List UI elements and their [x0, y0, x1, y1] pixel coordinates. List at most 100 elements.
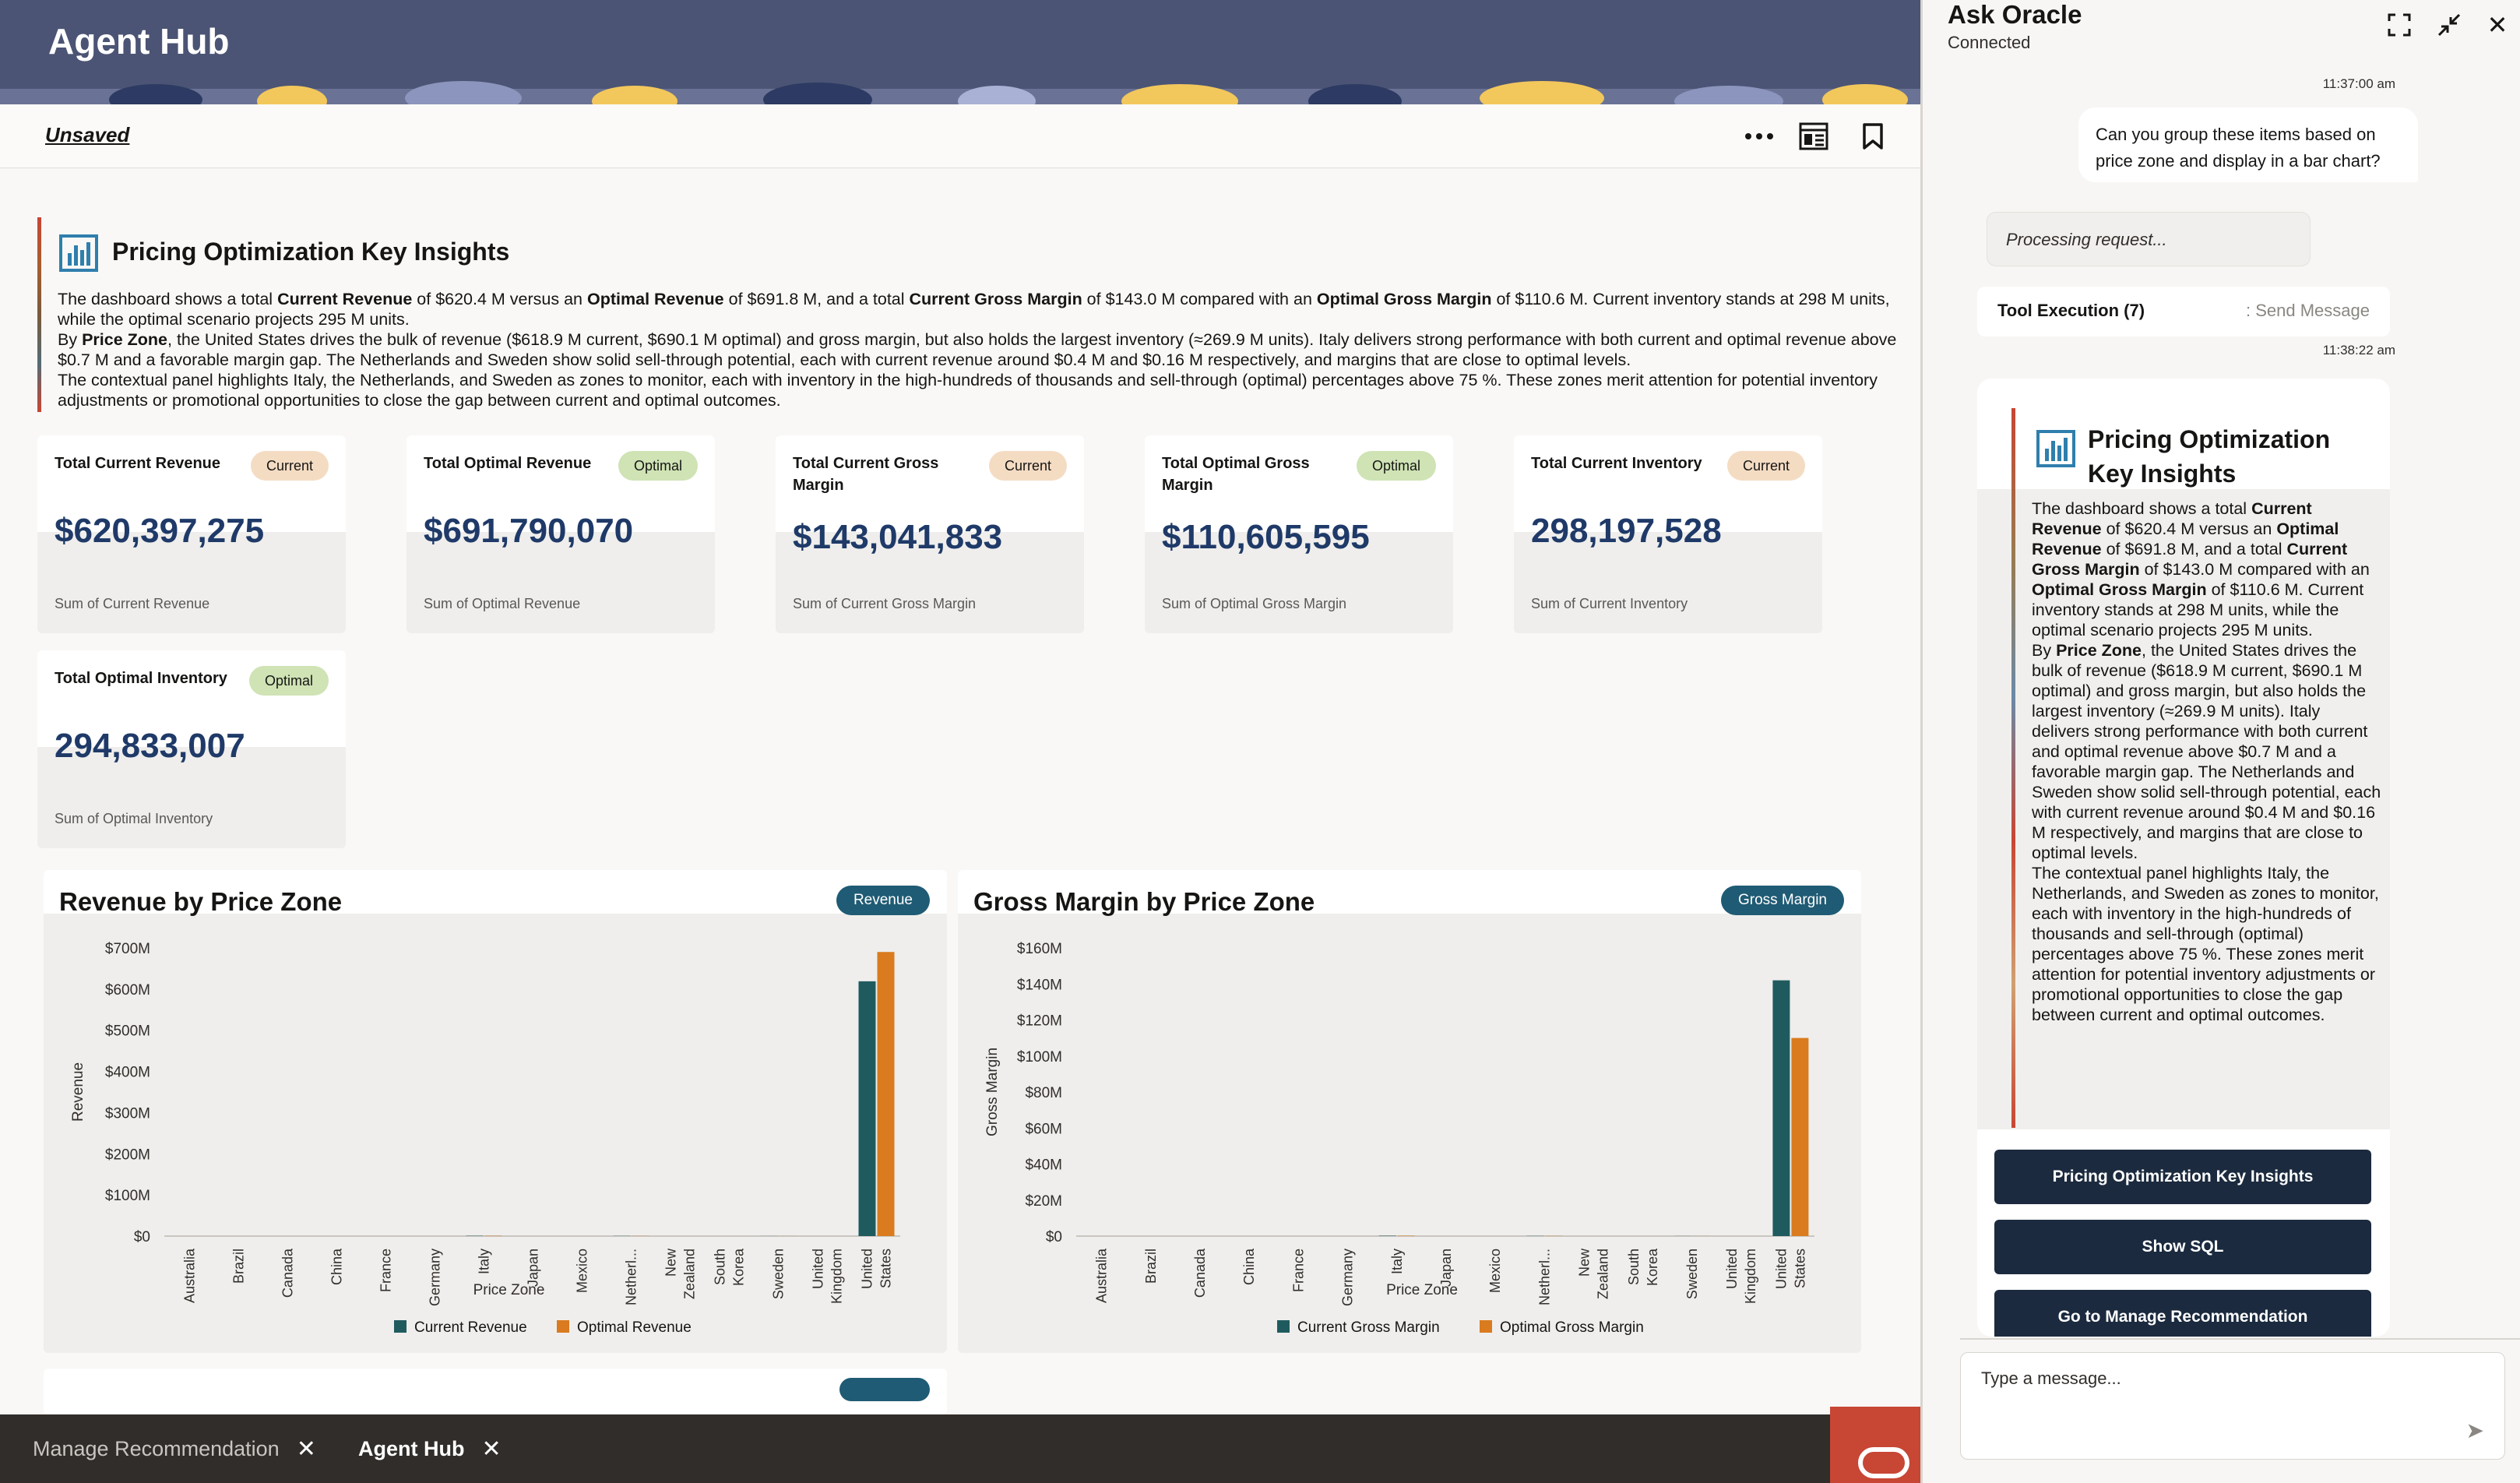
- kpi-label: Total Optimal Revenue: [424, 455, 592, 472]
- x-tick-label: Germany: [428, 1249, 443, 1306]
- x-axis-label: Price Zone: [1386, 1282, 1458, 1298]
- legend-label: Current Revenue: [414, 1319, 527, 1336]
- insights-button[interactable]: Pricing Optimization Key Insights: [1994, 1150, 2371, 1204]
- y-tick-label: $20M: [1025, 1193, 1062, 1210]
- y-tick-label: $0: [134, 1229, 150, 1245]
- response-title: Pricing Optimization Key Insights: [2088, 425, 2331, 488]
- y-tick-label: $160M: [1017, 941, 1062, 957]
- kpi-card-optimal-revenue[interactable]: Total Optimal Revenue Optimal $691,790,0…: [407, 435, 715, 633]
- kpi-card-optimal-inventory[interactable]: Total Optimal Inventory Optimal 294,833,…: [37, 650, 346, 848]
- x-tick-label: Australia: [182, 1248, 198, 1303]
- x-tick-label: China: [1241, 1248, 1257, 1285]
- insights-title: Pricing Optimization Key Insights: [112, 238, 510, 266]
- y-tick-label: $100M: [105, 1188, 150, 1204]
- assistant-response: Pricing Optimization Key Insights The da…: [1977, 379, 2390, 1337]
- x-tick-label: South: [713, 1249, 728, 1285]
- x-tick-label: United: [860, 1249, 875, 1289]
- more-actions-icon[interactable]: [1741, 118, 1777, 154]
- close-icon[interactable]: ✕: [481, 1435, 502, 1462]
- x-tick-label: Kingdom: [1743, 1249, 1758, 1304]
- tool-execution-row[interactable]: Tool Execution (7) : Send Message: [1977, 287, 2390, 336]
- response-insight: Pricing Optimization Key Insights The da…: [1977, 379, 2390, 1129]
- x-tick-label: Zealand: [682, 1249, 698, 1299]
- message-input[interactable]: Type a message... ➤: [1960, 1352, 2505, 1460]
- layout-icon[interactable]: [1796, 118, 1832, 154]
- kpi-card-current-gross-margin[interactable]: Total Current Gross Margin Current $143,…: [776, 435, 1084, 633]
- x-tick-label: Netherl...: [1536, 1249, 1552, 1305]
- bookmark-icon[interactable]: [1855, 118, 1891, 154]
- y-tick-label: $500M: [105, 1023, 150, 1040]
- x-tick-label: Japan: [1438, 1249, 1454, 1287]
- y-axis-label: Revenue: [70, 1062, 86, 1122]
- x-tick-label: Mexico: [575, 1249, 590, 1293]
- x-tick-label: Sweden: [1684, 1249, 1700, 1299]
- kpi-value: $620,397,275: [55, 512, 265, 550]
- x-tick-label: Mexico: [1487, 1249, 1503, 1293]
- dashboard-toolbar: Unsaved: [0, 104, 1920, 168]
- show-sql-button[interactable]: Show SQL: [1994, 1220, 2371, 1274]
- gross-margin-bar-chart: $0 $20M $40M $60M $80M $100M $120M $140M $160M Gr…: [984, 941, 1814, 1336]
- bar-chart-icon: [59, 234, 98, 272]
- y-tick-label: $200M: [105, 1147, 150, 1163]
- insights-accent-bar: [37, 217, 41, 412]
- x-tick-label: Italy: [1389, 1249, 1405, 1274]
- oracle-logo-icon[interactable]: [1830, 1407, 1920, 1483]
- legend-swatch: [1277, 1320, 1290, 1333]
- response-body: The dashboard shows a total Current Reve…: [2032, 499, 2381, 1024]
- tool-execution-action: : Send Message: [2246, 301, 2370, 320]
- tab-label: Agent Hub: [358, 1436, 465, 1460]
- manage-recommendation-button[interactable]: Go to Manage Recommendation: [1994, 1290, 2371, 1337]
- x-tick-label: China: [329, 1248, 345, 1285]
- y-tick-label: $120M: [1017, 1013, 1062, 1030]
- kpi-subtitle: Sum of Optimal Gross Margin: [1162, 596, 1347, 611]
- close-icon[interactable]: ✕: [2487, 11, 2508, 39]
- x-tick-label: Brazil: [1143, 1249, 1159, 1284]
- legend-label: Optimal Gross Margin: [1500, 1319, 1644, 1336]
- tab-manage-recommendation[interactable]: Manage Recommendation ✕: [33, 1414, 316, 1483]
- y-axis-label: Gross Margin: [984, 1048, 1001, 1136]
- next-chart-card: [44, 1369, 947, 1415]
- collapse-icon[interactable]: [2434, 9, 2465, 41]
- gross-margin-chart-card: Gross Margin by Price Zone Gross Margin …: [958, 870, 1861, 1353]
- legend-swatch: [1480, 1320, 1492, 1333]
- bar: [1791, 1037, 1809, 1236]
- x-tick-label: France: [1290, 1249, 1306, 1292]
- tab-agent-hub[interactable]: Agent Hub ✕: [358, 1414, 502, 1483]
- kpi-card-current-inventory[interactable]: Total Current Inventory Current 298,197,…: [1514, 435, 1822, 633]
- kpi-label: Total Current Inventory: [1531, 455, 1702, 472]
- x-tick-label: South: [1626, 1249, 1642, 1285]
- x-tick-label: Japan: [526, 1249, 541, 1287]
- x-tick-label: Korea: [1645, 1248, 1660, 1286]
- kpi-card-current-revenue[interactable]: Total Current Revenue Current $620,397,2…: [37, 435, 346, 633]
- unsaved-label[interactable]: Unsaved: [45, 123, 130, 146]
- message-placeholder: Type a message...: [1981, 1369, 2121, 1388]
- timestamp: 11:37:00 am: [2322, 76, 2395, 91]
- kpi-value: 294,833,007: [55, 727, 245, 765]
- y-tick-label: $700M: [105, 941, 150, 957]
- x-tick-label: Brazil: [231, 1249, 247, 1284]
- x-tick-label: Australia: [1094, 1248, 1110, 1303]
- legend-label: Optimal Revenue: [577, 1319, 692, 1336]
- close-icon[interactable]: ✕: [296, 1435, 316, 1462]
- kpi-card-optimal-gross-margin[interactable]: Total Optimal Gross Margin Optimal $110,…: [1145, 435, 1453, 633]
- kpi-badge: Current: [988, 451, 1067, 481]
- y-tick-label: $80M: [1025, 1085, 1062, 1101]
- kpi-value: $110,605,595: [1162, 518, 1370, 556]
- chat-title: Ask Oracle: [1948, 0, 2082, 29]
- x-tick-label: United: [1773, 1249, 1789, 1289]
- kpi-subtitle: Sum of Current Inventory: [1531, 596, 1688, 611]
- y-tick-label: $100M: [1017, 1049, 1062, 1066]
- legend-swatch: [394, 1320, 407, 1333]
- insights-body: The dashboard shows a total Current Reve…: [58, 290, 1897, 410]
- x-tick-label: New: [663, 1248, 679, 1277]
- kpi-value: 298,197,528: [1531, 512, 1722, 550]
- insights-panel: Pricing Optimization Key Insights The da…: [37, 217, 1896, 412]
- kpi-subtitle: Sum of Optimal Revenue: [424, 596, 581, 611]
- bar: [1772, 980, 1790, 1236]
- x-tick-label: New: [1577, 1248, 1593, 1277]
- send-icon[interactable]: ➤: [2465, 1418, 2484, 1442]
- y-tick-label: $140M: [1017, 977, 1062, 993]
- fullscreen-icon[interactable]: [2384, 9, 2415, 41]
- y-tick-label: $60M: [1025, 1121, 1062, 1137]
- app-header: Agent Hub: [0, 0, 1920, 104]
